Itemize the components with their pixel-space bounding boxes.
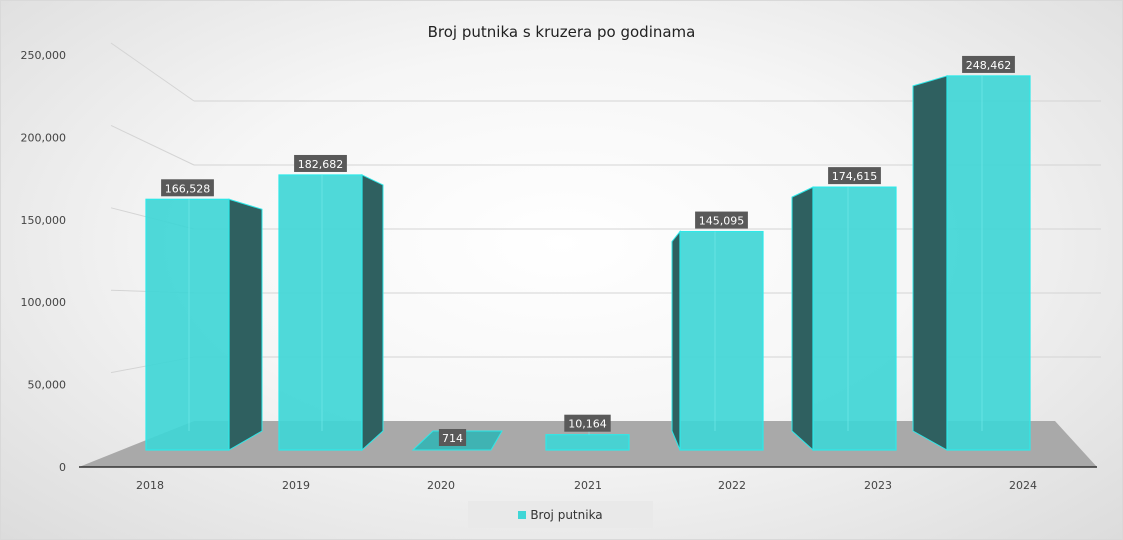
data-label: 182,682 xyxy=(298,158,344,171)
x-tick-label: 2020 xyxy=(427,479,455,492)
y-tick-label: 100,000 xyxy=(21,296,67,309)
chart-title: Broj putnika s kruzera po godinama xyxy=(427,23,696,41)
data-label: 166,528 xyxy=(165,182,211,195)
data-label: 248,462 xyxy=(966,59,1012,72)
y-tick-label: 200,000 xyxy=(21,131,67,144)
bar xyxy=(145,198,230,451)
legend: Broj putnika xyxy=(468,501,653,528)
x-tick-label: 2021 xyxy=(574,479,602,492)
data-label-bg xyxy=(161,179,214,197)
bar-side xyxy=(912,75,948,451)
data-label-bg xyxy=(828,167,881,185)
x-tick-label: 2024 xyxy=(1009,479,1037,492)
data-label-bg xyxy=(438,429,467,446)
data-label: 145,095 xyxy=(699,215,745,228)
y-tick-label: 150,000 xyxy=(21,214,67,227)
legend-label: Broj putnika xyxy=(530,507,603,522)
x-tick-label: 2018 xyxy=(136,479,164,492)
gridline-side xyxy=(110,42,195,102)
bar xyxy=(278,174,363,451)
bar xyxy=(946,75,1031,451)
bar xyxy=(812,186,897,451)
y-tick-label: 50,000 xyxy=(28,379,67,392)
data-label: 714 xyxy=(442,432,463,445)
data-label-bg xyxy=(962,55,1015,73)
bar-side xyxy=(228,198,263,451)
bar-side xyxy=(361,174,384,452)
data-label-bg xyxy=(294,154,347,172)
bar xyxy=(679,230,764,451)
bar-side xyxy=(671,230,681,451)
x-tick-label: 2022 xyxy=(718,479,746,492)
gridline-side xyxy=(110,124,195,166)
y-tick-label: 0 xyxy=(59,461,66,474)
data-label-bg xyxy=(695,211,748,229)
data-label: 174,615 xyxy=(832,170,878,183)
x-tick-label: 2019 xyxy=(282,479,310,492)
data-label-bg xyxy=(564,414,611,432)
y-tick-label: 250,000 xyxy=(21,49,67,62)
x-tick-label: 2023 xyxy=(864,479,892,492)
legend-swatch xyxy=(518,510,527,519)
data-label: 10,164 xyxy=(568,418,607,431)
bar xyxy=(545,434,630,451)
bar-side xyxy=(791,186,814,452)
